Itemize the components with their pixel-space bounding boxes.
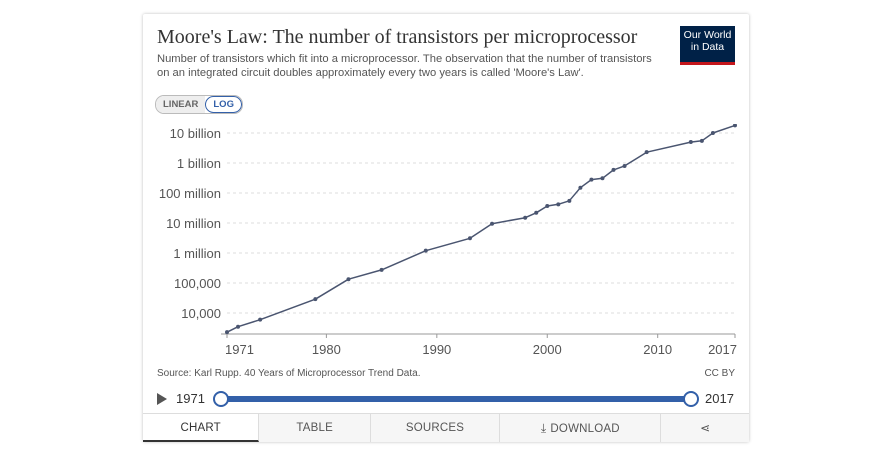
y-tick-label: 1 million	[173, 246, 221, 261]
data-point	[258, 317, 263, 322]
data-point	[600, 176, 605, 181]
data-point	[236, 324, 241, 329]
data-point	[423, 248, 428, 253]
tab-download[interactable]: ⤓ DOWNLOAD	[500, 414, 662, 442]
log-scale-button[interactable]: LOG	[205, 96, 242, 113]
chart-title: Moore's Law: The number of transistors p…	[157, 26, 638, 48]
data-point	[379, 267, 384, 272]
timeline: 1971 2017	[143, 388, 749, 410]
scale-toggle: LINEAR LOG	[155, 95, 243, 114]
timeline-track[interactable]	[221, 396, 691, 402]
timeline-start-handle[interactable]	[213, 391, 229, 407]
data-point	[644, 150, 649, 155]
data-point	[688, 140, 693, 145]
tab-bar: CHART TABLE SOURCES ⤓ DOWNLOAD ⋖	[143, 413, 749, 443]
license-label[interactable]: CC BY	[704, 368, 735, 379]
data-point	[578, 185, 583, 190]
data-point	[346, 277, 351, 282]
source-note[interactable]: Source: Karl Rupp. 40 Years of Microproc…	[157, 368, 421, 379]
data-point	[699, 138, 704, 143]
data-point	[567, 198, 572, 203]
y-tick-label: 1 billion	[177, 156, 221, 171]
timeline-end-handle[interactable]	[683, 391, 699, 407]
data-point	[622, 163, 627, 168]
data-point	[313, 297, 318, 302]
tab-chart[interactable]: CHART	[143, 414, 260, 442]
y-tick-label: 10 billion	[170, 126, 221, 141]
logo-line-2: in Data	[690, 41, 725, 53]
data-point	[556, 202, 561, 207]
x-tick-label: 1971	[225, 342, 254, 357]
owid-logo[interactable]: Our World in Data	[680, 26, 735, 65]
data-point	[490, 221, 495, 226]
tab-sources[interactable]: SOURCES	[370, 414, 501, 442]
y-tick-label: 100,000	[174, 276, 221, 291]
logo-line-1: Our World	[683, 29, 732, 41]
x-tick-label: 1980	[312, 342, 341, 357]
linear-scale-button[interactable]: LINEAR	[156, 96, 206, 113]
x-tick-label: 2017	[708, 342, 737, 357]
y-tick-label: 10 million	[166, 216, 221, 231]
timeline-start-label: 1971	[176, 391, 205, 406]
download-label: DOWNLOAD	[550, 423, 620, 435]
data-point	[534, 210, 539, 215]
chart-card: Moore's Law: The number of transistors p…	[143, 14, 749, 442]
share-icon: ⋖	[700, 421, 711, 435]
x-tick-label: 2000	[533, 342, 562, 357]
data-point	[467, 236, 472, 241]
tab-table[interactable]: TABLE	[259, 414, 371, 442]
data-point	[710, 131, 715, 136]
timeline-end-label: 2017	[705, 391, 734, 406]
x-tick-label: 1990	[422, 342, 451, 357]
data-point	[589, 177, 594, 182]
y-tick-label: 10,000	[181, 306, 221, 321]
data-point	[611, 167, 616, 172]
chart-subtitle: Number of transistors which fit into a m…	[157, 53, 652, 79]
y-tick-label: 100 million	[159, 186, 221, 201]
series-line	[226, 124, 736, 333]
x-tick-label: 2010	[643, 342, 672, 357]
data-point	[225, 330, 229, 335]
play-icon[interactable]	[157, 393, 167, 405]
data-point	[545, 203, 550, 208]
download-icon: ⤓	[540, 421, 547, 435]
data-point	[733, 124, 737, 128]
data-point	[523, 215, 528, 220]
line-chart: 10,000 100,000 1 million 10 million 100 mill…	[159, 124, 737, 357]
tab-share[interactable]: ⋖	[661, 414, 749, 442]
